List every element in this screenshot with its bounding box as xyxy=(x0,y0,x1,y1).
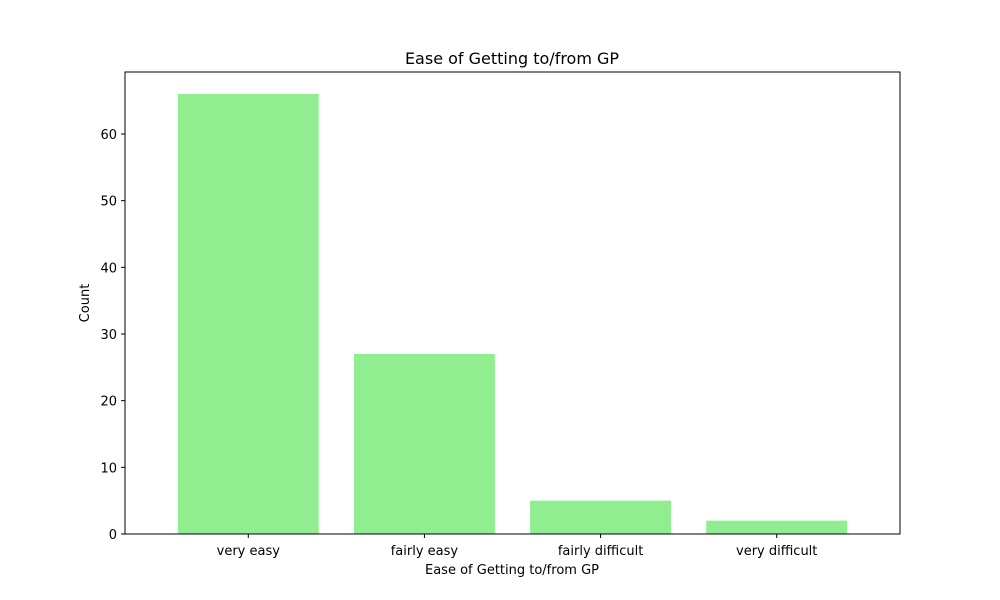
bar-fairly-easy xyxy=(353,354,495,534)
y-axis-ticks: 0 10 20 30 40 50 60 xyxy=(100,128,125,543)
y-axis-label: Count xyxy=(78,284,93,323)
y-tick-label: 10 xyxy=(100,461,117,476)
y-tick-label: 0 xyxy=(109,528,117,543)
x-tick-label: very difficult xyxy=(736,544,817,559)
y-tick-label: 40 xyxy=(100,261,117,276)
x-tick-label: fairly difficult xyxy=(558,544,643,559)
plot-frame xyxy=(124,71,901,535)
x-axis-label: Ease of Getting to/from GP xyxy=(425,563,599,578)
x-axis-ticks: very easy fairly easy fairly difficult very… xyxy=(217,534,817,559)
bar-very-easy xyxy=(177,94,319,534)
x-tick-label: fairly easy xyxy=(391,544,459,559)
bars-group xyxy=(177,94,848,534)
y-tick-label: 30 xyxy=(100,328,117,343)
y-tick-label: 20 xyxy=(100,395,117,410)
bar-fairly-difficult xyxy=(530,500,672,534)
y-tick-label: 60 xyxy=(100,128,117,143)
chart-title: Ease of Getting to/from GP xyxy=(405,49,619,68)
bar-very-difficult xyxy=(706,520,848,534)
x-tick-label: very easy xyxy=(217,544,281,559)
y-tick-label: 50 xyxy=(100,195,117,210)
